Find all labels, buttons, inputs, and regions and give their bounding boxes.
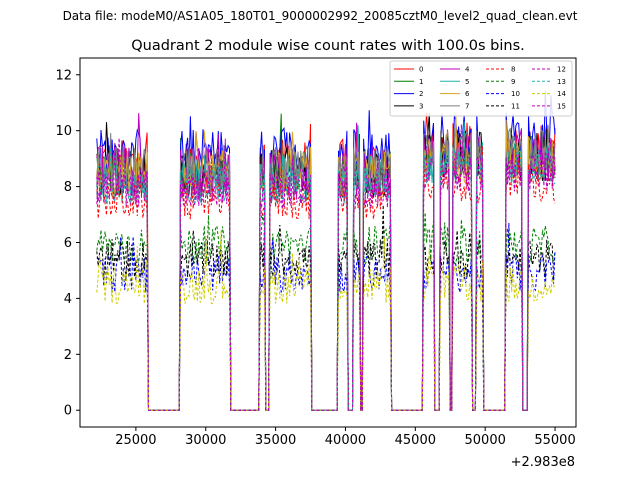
axes: 25000 30000 35000 40000 45000 50000 55000 0 2 4 6 8… <box>55 57 577 448</box>
legend-label-11: 11 <box>511 102 520 110</box>
y-tick-label: 10 <box>55 124 72 139</box>
legend-label-13: 13 <box>557 78 566 86</box>
legend-label-10: 10 <box>511 90 520 98</box>
plot-area <box>96 91 556 411</box>
legend-label-3: 3 <box>419 102 423 110</box>
x-tick-label: 35000 <box>255 433 296 448</box>
chart-title: Quadrant 2 module wise count rates with … <box>131 38 525 54</box>
y-tick-label: 12 <box>55 68 72 83</box>
x-tick-label: 30000 <box>185 433 226 448</box>
legend-label-1: 1 <box>419 78 423 86</box>
y-tick-label: 8 <box>64 180 72 195</box>
legend-label-0: 0 <box>419 66 423 74</box>
legend-label-5: 5 <box>465 78 469 86</box>
x-tick-label: 45000 <box>395 433 436 448</box>
y-tick-label: 4 <box>64 292 72 307</box>
x-tick-label: 40000 <box>325 433 366 448</box>
suptitle: Data file: modeM0/AS1A05_180T01_90000029… <box>63 9 578 23</box>
legend-label-14: 14 <box>557 90 566 98</box>
legend-label-4: 4 <box>465 66 470 74</box>
legend-label-2: 2 <box>419 90 423 98</box>
legend-label-15: 15 <box>557 102 566 110</box>
legend-label-8: 8 <box>511 66 515 74</box>
y-tick-label: 0 <box>64 404 72 419</box>
x-tick-label: 55000 <box>534 433 575 448</box>
y-tick-label: 6 <box>64 236 72 251</box>
series-line-15 <box>96 138 556 411</box>
legend-label-9: 9 <box>511 78 515 86</box>
x-tick-label: 50000 <box>465 433 506 448</box>
legend-label-12: 12 <box>557 66 566 74</box>
legend-label-6: 6 <box>465 90 470 98</box>
x-tick-label: 25000 <box>115 433 156 448</box>
legend-label-7: 7 <box>465 102 469 110</box>
legend-box <box>389 60 573 117</box>
y-tick-label: 2 <box>64 348 72 363</box>
x-offset-label: +2.983e8 <box>511 455 575 470</box>
